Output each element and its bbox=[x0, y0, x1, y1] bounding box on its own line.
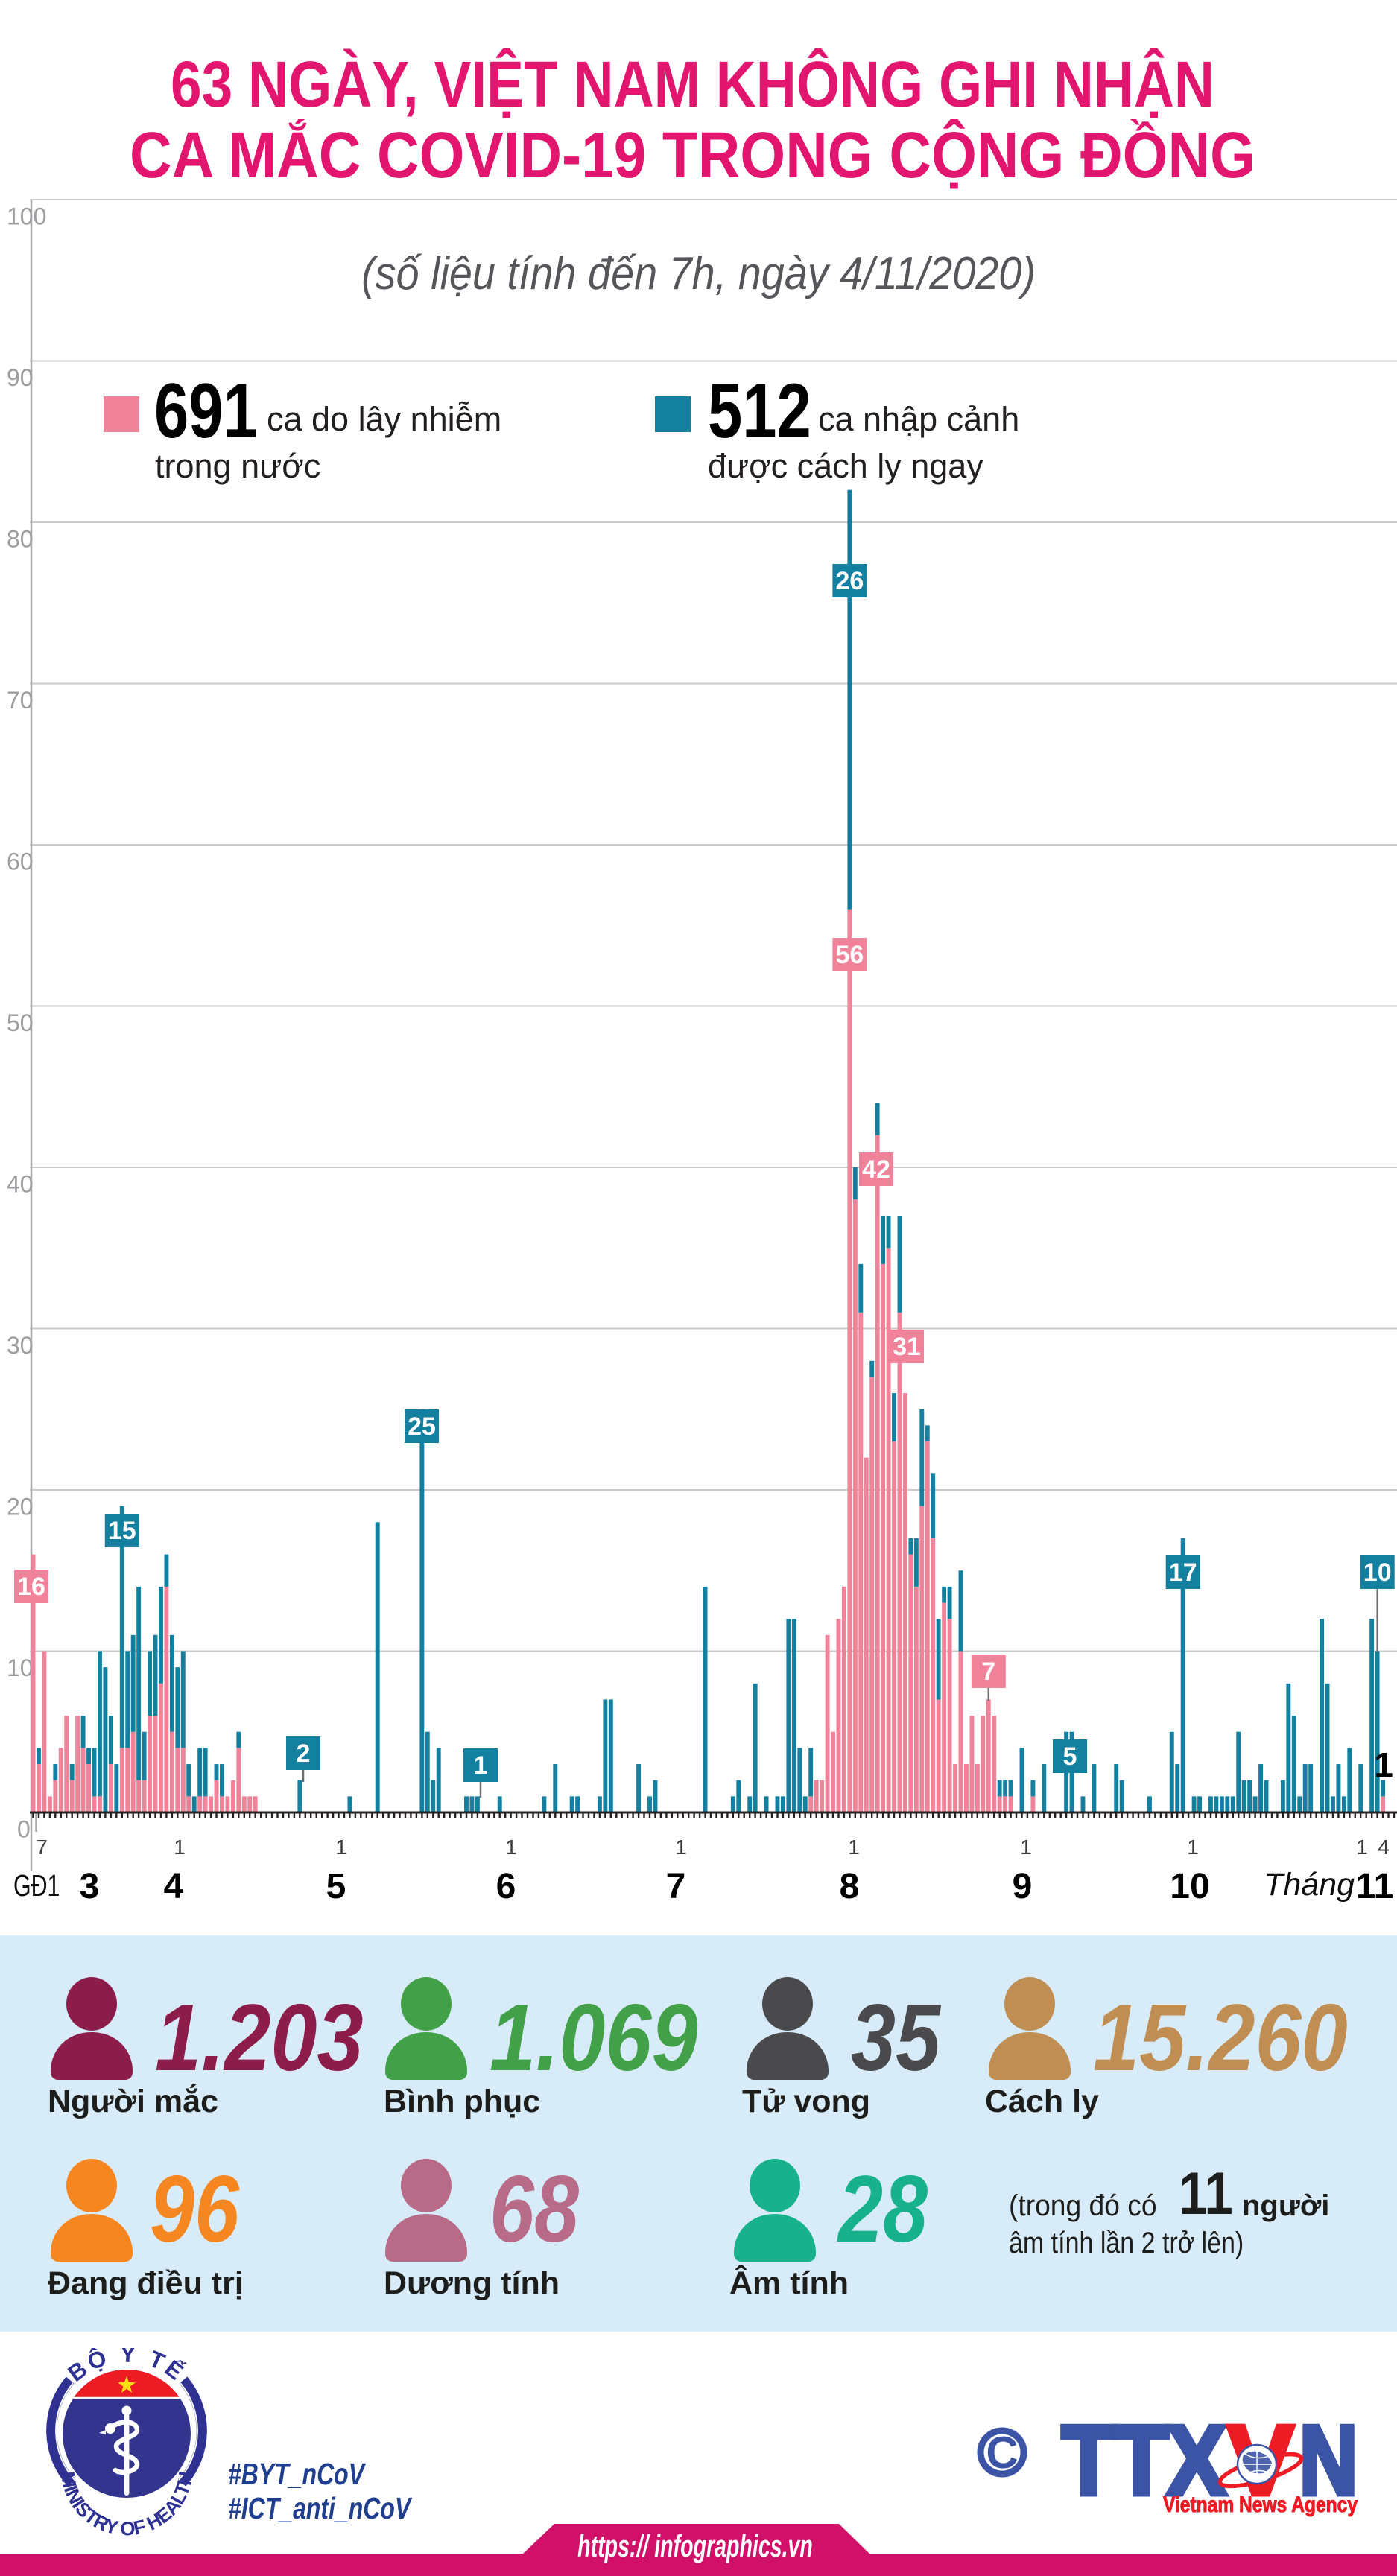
svg-text:100: 100 bbox=[7, 203, 46, 230]
svg-text:C: C bbox=[986, 2428, 1018, 2478]
svg-text:1: 1 bbox=[335, 1836, 347, 1859]
svg-text:5: 5 bbox=[326, 1867, 346, 1906]
svg-text:10: 10 bbox=[1363, 1558, 1392, 1587]
svg-text:1: 1 bbox=[675, 1836, 687, 1859]
svg-text:42: 42 bbox=[862, 1155, 890, 1184]
svg-text:5: 5 bbox=[1063, 1742, 1077, 1771]
svg-text:80: 80 bbox=[7, 526, 34, 553]
svg-text:1: 1 bbox=[505, 1836, 517, 1859]
svg-text:1: 1 bbox=[1374, 1745, 1393, 1784]
svg-text:8: 8 bbox=[840, 1867, 860, 1906]
svg-text:15: 15 bbox=[108, 1517, 136, 1545]
svg-text:25: 25 bbox=[408, 1412, 436, 1441]
svg-text:Tháng: Tháng bbox=[1264, 1867, 1355, 1903]
svg-text:70: 70 bbox=[7, 687, 34, 714]
svg-text:60: 60 bbox=[7, 848, 34, 875]
svg-text:30: 30 bbox=[7, 1332, 34, 1359]
svg-text:Vietnam News Agency: Vietnam News Agency bbox=[1163, 2492, 1358, 2517]
svg-text:1: 1 bbox=[1356, 1836, 1368, 1859]
svg-text:50: 50 bbox=[7, 1009, 34, 1036]
svg-text:11: 11 bbox=[1356, 1867, 1394, 1906]
svg-text:https:// infographics.vn: https:// infographics.vn bbox=[577, 2528, 813, 2563]
svg-text:16: 16 bbox=[17, 1573, 45, 1601]
svg-text:2: 2 bbox=[297, 1739, 311, 1768]
svg-text:90: 90 bbox=[7, 364, 34, 391]
svg-text:9: 9 bbox=[1013, 1867, 1033, 1906]
svg-text:40: 40 bbox=[7, 1171, 34, 1198]
svg-text:0: 0 bbox=[17, 1816, 31, 1843]
svg-text:20: 20 bbox=[7, 1494, 34, 1520]
svg-text:7: 7 bbox=[36, 1836, 48, 1859]
svg-text:4: 4 bbox=[1378, 1836, 1390, 1859]
svg-text:1: 1 bbox=[1187, 1836, 1199, 1859]
svg-text:31: 31 bbox=[893, 1333, 921, 1361]
svg-text:10: 10 bbox=[1170, 1867, 1209, 1906]
svg-text:1: 1 bbox=[474, 1751, 488, 1780]
svg-text:7: 7 bbox=[981, 1657, 995, 1686]
svg-text:3: 3 bbox=[80, 1867, 100, 1906]
svg-text:7: 7 bbox=[666, 1867, 686, 1906]
svg-text:10: 10 bbox=[7, 1655, 34, 1681]
svg-text:1: 1 bbox=[848, 1836, 860, 1859]
svg-text:17: 17 bbox=[1169, 1558, 1197, 1587]
svg-text:1: 1 bbox=[174, 1836, 186, 1859]
svg-text:TTX: TTX bbox=[1062, 2406, 1226, 2515]
svg-text:26: 26 bbox=[835, 567, 864, 595]
svg-text:6: 6 bbox=[496, 1867, 516, 1906]
svg-text:4: 4 bbox=[164, 1867, 184, 1906]
svg-text:N: N bbox=[1299, 2406, 1358, 2515]
svg-text:1: 1 bbox=[1020, 1836, 1032, 1859]
svg-text:56: 56 bbox=[835, 941, 864, 969]
